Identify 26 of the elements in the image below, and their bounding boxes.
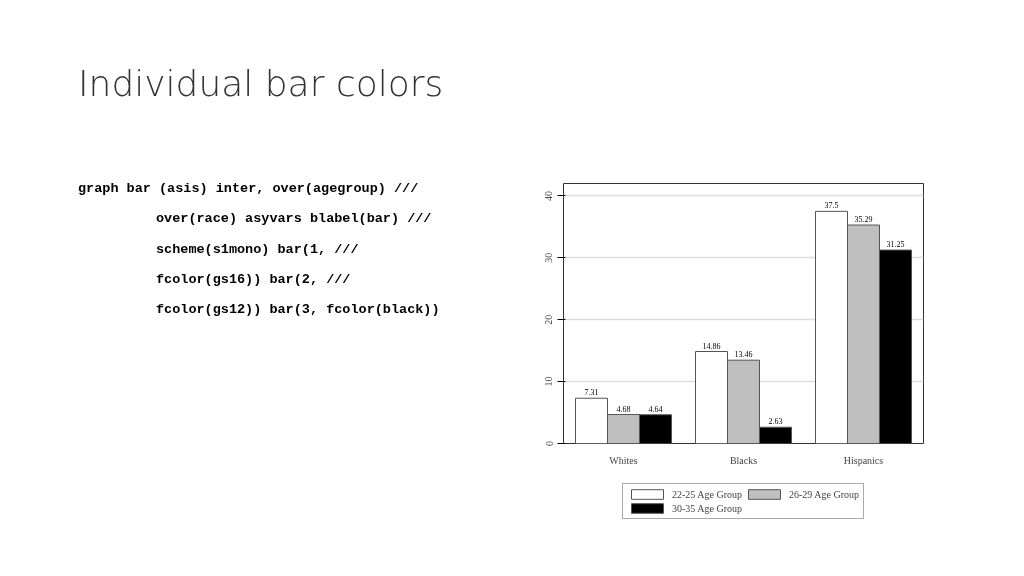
y-tick-label: 30 <box>543 252 555 263</box>
data-label: 2.63 <box>768 417 783 427</box>
text: scheme(s1mono) bar(1, /// <box>155 240 360 259</box>
legend-label: 26-29 Age Group <box>789 488 859 500</box>
legend-label: 30-35 Age Group <box>672 502 742 514</box>
data-label: 35.29 <box>854 215 873 225</box>
text: graph bar (asis) inter, over(agegroup) /// <box>78 180 420 198</box>
data-label: 7.31 <box>584 388 599 398</box>
data-label: 13.46 <box>734 350 753 360</box>
text: fcolor(gs16)) bar(2, /// <box>155 270 352 289</box>
x-tick-label: Blacks <box>729 454 758 466</box>
data-label: 4.64 <box>648 404 663 414</box>
text: over(race) asyvars blabel(bar) /// <box>155 210 433 229</box>
data-label: 4.68 <box>616 404 631 414</box>
text: Individual bar colors <box>78 62 444 106</box>
y-tick-label: 40 <box>543 190 555 201</box>
y-tick-label: 20 <box>543 314 555 325</box>
y-tick-label: 0 <box>543 441 555 446</box>
x-tick-label: Whites <box>609 454 638 466</box>
x-tick-label: Hispanics <box>843 454 884 466</box>
text: fcolor(gs12)) bar(3, fcolor(black)) <box>155 301 440 320</box>
data-label: 14.86 <box>702 341 721 351</box>
data-label: 31.25 <box>886 240 905 250</box>
y-tick-label: 10 <box>543 376 555 387</box>
legend-label: 22-25 Age Group <box>672 488 742 500</box>
data-label: 37.5 <box>824 201 839 211</box>
